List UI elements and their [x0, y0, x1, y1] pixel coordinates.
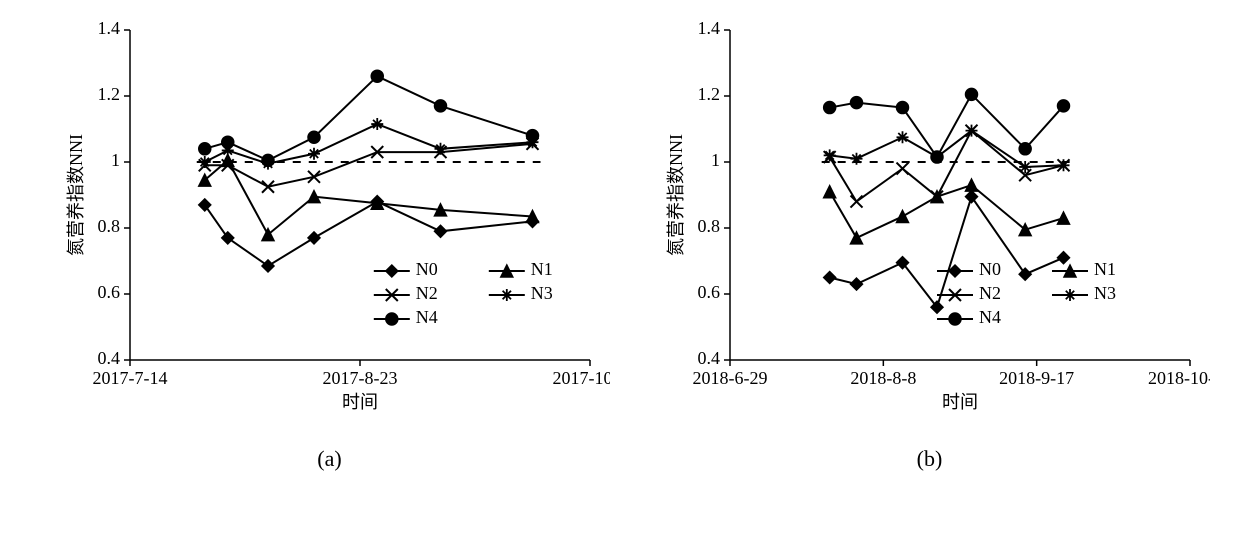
- subplot-b: 0.4 0.6 0.8 1 1.2 1.4 2018-6-29 2018-8-8 2018-9-…: [650, 10, 1210, 472]
- svg-text:2018-6-29: 2018-6-29: [692, 368, 767, 388]
- svg-text:时间: 时间: [342, 392, 378, 412]
- svg-text:2018-9-17: 2018-9-17: [999, 368, 1074, 388]
- series-N3: [204, 124, 532, 164]
- svg-text:2017-7-14: 2017-7-14: [92, 368, 167, 388]
- svg-text:0.8: 0.8: [697, 216, 720, 236]
- svg-text:1.4: 1.4: [97, 18, 120, 38]
- chart-b: 0.4 0.6 0.8 1 1.2 1.4 2018-6-29 2018-8-8 2018-9-…: [650, 10, 1210, 440]
- svg-text:2017-8-23: 2017-8-23: [322, 368, 397, 388]
- svg-text:N1: N1: [530, 259, 552, 279]
- svg-text:2017-10-2: 2017-10-2: [552, 368, 610, 388]
- svg-text:2018-8-8: 2018-8-8: [850, 368, 916, 388]
- svg-text:氮营养指数NNI: 氮营养指数NNI: [66, 134, 86, 256]
- series-N2: [204, 144, 532, 187]
- series-N0: [829, 197, 1063, 308]
- svg-text:1: 1: [111, 150, 120, 170]
- svg-text:0.6: 0.6: [697, 282, 720, 302]
- svg-text:氮营养指数NNI: 氮营养指数NNI: [666, 134, 686, 256]
- svg-text:N3: N3: [1094, 283, 1116, 303]
- svg-text:N3: N3: [530, 283, 552, 303]
- svg-text:N0: N0: [415, 259, 437, 279]
- svg-text:1: 1: [711, 150, 720, 170]
- svg-text:N1: N1: [1094, 259, 1116, 279]
- panel-label-a: (a): [317, 446, 341, 472]
- svg-text:N0: N0: [979, 259, 1001, 279]
- svg-text:时间: 时间: [942, 392, 978, 412]
- svg-text:0.6: 0.6: [97, 282, 120, 302]
- svg-text:1.2: 1.2: [97, 84, 120, 104]
- svg-text:1.2: 1.2: [697, 84, 720, 104]
- svg-text:N4: N4: [415, 307, 437, 327]
- figure-container: 0.4 0.6 0.8 1 1.2 1.4 2017-7-14 2017-8-23 2017-1…: [10, 10, 1239, 472]
- svg-text:0.4: 0.4: [97, 348, 120, 368]
- svg-text:N4: N4: [979, 307, 1001, 327]
- subplot-a: 0.4 0.6 0.8 1 1.2 1.4 2017-7-14 2017-8-23 2017-1…: [50, 10, 610, 472]
- panel-label-b: (b): [917, 446, 943, 472]
- svg-text:N2: N2: [415, 283, 437, 303]
- svg-text:0.8: 0.8: [97, 216, 120, 236]
- svg-text:1.4: 1.4: [697, 18, 720, 38]
- series-N1: [204, 160, 532, 234]
- chart-a: 0.4 0.6 0.8 1 1.2 1.4 2017-7-14 2017-8-23 2017-1…: [50, 10, 610, 440]
- svg-text:2018-10-27: 2018-10-27: [1148, 368, 1210, 388]
- series-N0: [204, 202, 532, 266]
- svg-text:N2: N2: [979, 283, 1001, 303]
- svg-text:0.4: 0.4: [697, 348, 720, 368]
